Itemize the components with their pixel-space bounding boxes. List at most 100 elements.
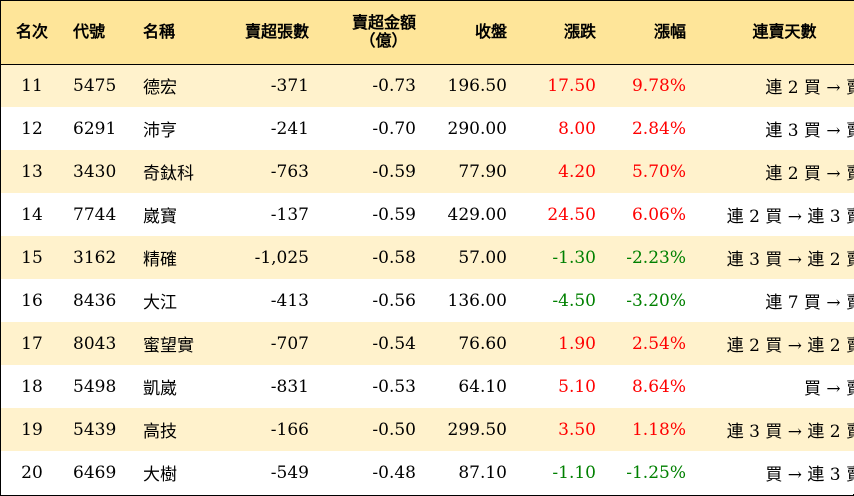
change-pct-cell: 2.84% xyxy=(631,118,686,139)
change-cell: 1.90 xyxy=(558,333,596,354)
change-cell: 17.50 xyxy=(547,75,596,96)
change-cell: 8.00 xyxy=(558,118,596,139)
table-row[interactable]: 16 8436 大江 -413 -0.56 136.00 -4.50 -3.20% 連 7 買 … xyxy=(1,279,854,322)
code-cell: 5439 xyxy=(73,419,117,440)
header-change-pct[interactable]: 漲幅 xyxy=(606,1,696,65)
code-cell: 6291 xyxy=(73,118,117,139)
close-cell: 196.50 xyxy=(447,75,507,96)
change-cell: 4.20 xyxy=(558,161,596,182)
table-row[interactable]: 15 3162 精確 -1,025 -0.58 57.00 -1.30 -2.23% 連 3 買… xyxy=(1,236,854,279)
rank-cell: 16 xyxy=(21,290,43,311)
rank-cell: 18 xyxy=(21,376,43,397)
name-cell: 精確 xyxy=(143,250,177,270)
table-body: 11 5475 德宏 -371 -0.73 196.50 17.50 9.78% 連 2 買 →… xyxy=(1,64,854,494)
header-row: 名次 代號 名稱 賣超張數 賣超金額 （億） 收盤 漲跌 漲幅 連賣天數 xyxy=(1,1,854,65)
header-sell-amount-line2: （億） xyxy=(359,31,408,51)
header-rank[interactable]: 名次 xyxy=(1,1,63,65)
streak-cell: 買 → 賣 xyxy=(803,379,854,399)
table-row[interactable]: 14 7744 崴寶 -137 -0.59 429.00 24.50 6.06% 連 2 買 →… xyxy=(1,193,854,236)
change-cell: 24.50 xyxy=(547,204,596,225)
change-pct-cell: -2.23% xyxy=(626,247,686,268)
header-code[interactable]: 代號 xyxy=(63,1,133,65)
close-cell: 290.00 xyxy=(447,118,507,139)
table-row[interactable]: 19 5439 高技 -166 -0.50 299.50 3.50 1.18% 連 3 買 → … xyxy=(1,408,854,451)
table-row[interactable]: 17 8043 蜜望實 -707 -0.54 76.60 1.90 2.54% 連 2 買 → … xyxy=(1,322,854,365)
change-pct-cell: 5.70% xyxy=(631,161,686,182)
sell-amount-cell: -0.53 xyxy=(372,376,416,397)
sell-shares-cell: -371 xyxy=(270,75,309,96)
change-pct-cell: -3.20% xyxy=(626,290,686,311)
change-cell: 5.10 xyxy=(558,376,596,397)
close-cell: 136.00 xyxy=(447,290,507,311)
header-sell-amount-line1: 賣超金額 xyxy=(351,13,416,33)
rank-cell: 20 xyxy=(21,462,43,483)
sell-shares-cell: -707 xyxy=(270,333,309,354)
sell-shares-cell: -413 xyxy=(270,290,309,311)
code-cell: 8436 xyxy=(73,290,117,311)
code-cell: 3430 xyxy=(73,161,117,182)
rank-cell: 15 xyxy=(21,247,43,268)
close-cell: 57.00 xyxy=(458,247,507,268)
sell-amount-cell: -0.59 xyxy=(372,204,416,225)
close-cell: 299.50 xyxy=(447,419,507,440)
close-cell: 87.10 xyxy=(458,462,507,483)
sell-amount-cell: -0.54 xyxy=(372,333,416,354)
change-pct-cell: -1.25% xyxy=(626,462,686,483)
change-cell: 3.50 xyxy=(558,419,596,440)
sell-shares-cell: -166 xyxy=(270,419,309,440)
sell-amount-cell: -0.56 xyxy=(372,290,416,311)
code-cell: 6469 xyxy=(73,462,117,483)
table-row[interactable]: 13 3430 奇鈦科 -763 -0.59 77.90 4.20 5.70% 連 2 買 → … xyxy=(1,150,854,193)
name-cell: 德宏 xyxy=(143,78,177,99)
name-cell: 凱崴 xyxy=(143,379,177,399)
sell-shares-cell: -1,025 xyxy=(254,247,309,268)
header-sell-amount[interactable]: 賣超金額 （億） xyxy=(319,1,426,65)
header-streak[interactable]: 連賣天數 xyxy=(696,1,854,65)
rank-cell: 13 xyxy=(21,161,43,182)
rank-cell: 17 xyxy=(21,333,43,354)
rank-cell: 11 xyxy=(21,75,43,96)
close-cell: 76.60 xyxy=(458,333,507,354)
name-cell: 奇鈦科 xyxy=(143,164,194,184)
sell-amount-cell: -0.48 xyxy=(372,462,416,483)
header-close[interactable]: 收盤 xyxy=(426,1,517,65)
table-row[interactable]: 11 5475 德宏 -371 -0.73 196.50 17.50 9.78% 連 2 買 →… xyxy=(1,64,854,107)
streak-cell: 買 → 連 3 賣 xyxy=(765,465,854,485)
name-cell: 沛亨 xyxy=(143,121,177,141)
change-cell: -1.30 xyxy=(552,247,596,268)
sell-shares-cell: -549 xyxy=(270,462,309,483)
sell-amount-cell: -0.58 xyxy=(372,247,416,268)
code-cell: 3162 xyxy=(73,247,117,268)
table-row[interactable]: 12 6291 沛亨 -241 -0.70 290.00 8.00 2.84% 連 3 買 → … xyxy=(1,107,854,150)
name-cell: 高技 xyxy=(143,422,177,442)
rank-cell: 19 xyxy=(21,419,43,440)
change-cell: -4.50 xyxy=(552,290,596,311)
code-cell: 7744 xyxy=(73,204,117,225)
streak-cell: 連 2 買 → 賣 xyxy=(765,78,854,99)
table-row[interactable]: 20 6469 大樹 -549 -0.48 87.10 -1.10 -1.25% 買 → 連 3… xyxy=(1,451,854,494)
streak-cell: 連 3 買 → 賣 xyxy=(765,121,854,141)
rank-cell: 14 xyxy=(21,204,43,225)
streak-cell: 連 3 買 → 連 2 賣 xyxy=(726,250,854,270)
close-cell: 429.00 xyxy=(447,204,507,225)
sell-shares-cell: -241 xyxy=(270,118,309,139)
name-cell: 崴寶 xyxy=(143,207,177,227)
name-cell: 大江 xyxy=(143,293,177,313)
close-cell: 77.90 xyxy=(458,161,507,182)
close-cell: 64.10 xyxy=(458,376,507,397)
change-pct-cell: 6.06% xyxy=(631,204,686,225)
sell-shares-cell: -831 xyxy=(270,376,309,397)
rank-cell: 12 xyxy=(21,118,43,139)
header-name[interactable]: 名稱 xyxy=(133,1,219,65)
header-change[interactable]: 漲跌 xyxy=(517,1,606,65)
change-pct-cell: 1.18% xyxy=(631,419,686,440)
table-row[interactable]: 18 5498 凱崴 -831 -0.53 64.10 5.10 8.64% 買 → 賣 xyxy=(1,365,854,408)
sell-shares-cell: -137 xyxy=(270,204,309,225)
code-cell: 5498 xyxy=(73,376,117,397)
change-pct-cell: 9.78% xyxy=(631,75,686,96)
streak-cell: 連 2 買 → 賣 xyxy=(765,164,854,184)
code-cell: 5475 xyxy=(73,75,117,96)
header-sell-shares[interactable]: 賣超張數 xyxy=(219,1,319,65)
